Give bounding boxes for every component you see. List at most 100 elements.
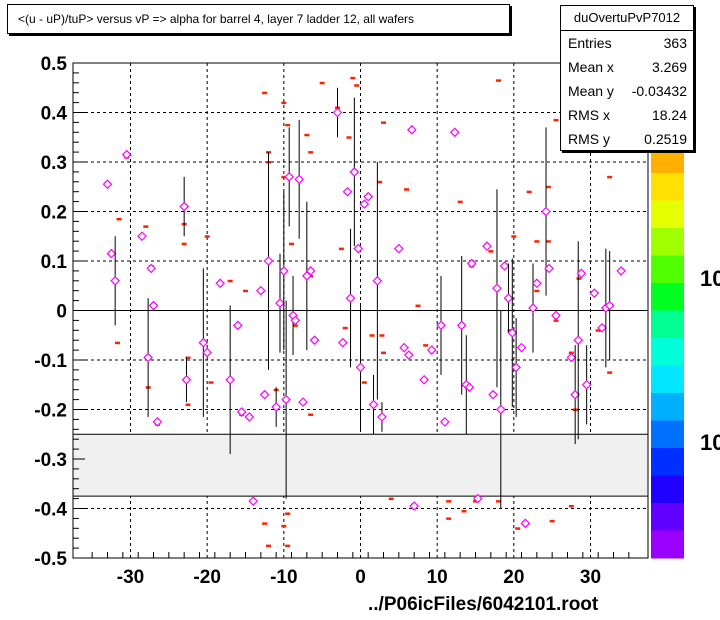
red-mark xyxy=(304,133,310,137)
red-mark xyxy=(446,500,452,503)
red-mark xyxy=(381,121,386,124)
red-mark xyxy=(473,500,478,503)
stat-row-mean-x: Mean x 3.269 xyxy=(561,55,693,79)
palette-swatch xyxy=(651,393,684,421)
data-point xyxy=(492,283,502,294)
data-point xyxy=(236,407,247,417)
red-mark xyxy=(346,136,352,139)
red-mark xyxy=(338,247,344,251)
red-mark xyxy=(515,527,521,530)
red-mark xyxy=(308,151,314,154)
data-point xyxy=(259,389,270,400)
red-mark xyxy=(404,188,409,191)
palette-swatch xyxy=(651,338,684,366)
data-point xyxy=(198,337,209,348)
red-mark xyxy=(281,101,287,105)
data-point xyxy=(248,496,259,506)
data-point xyxy=(215,278,226,289)
data-point xyxy=(342,186,353,197)
red-mark xyxy=(281,175,287,179)
data-point xyxy=(359,199,370,209)
red-mark xyxy=(285,544,291,548)
red-mark xyxy=(553,319,559,322)
data-point xyxy=(507,327,518,338)
stat-label: RMS y xyxy=(568,131,610,147)
stat-label: RMS x xyxy=(568,107,610,123)
data-point xyxy=(148,300,159,311)
footer-filename: ../P06icFiles/6042101.root xyxy=(368,594,599,615)
data-point xyxy=(531,278,542,289)
data-point xyxy=(377,412,387,422)
data-point xyxy=(573,335,584,346)
x-tick-label: 20 xyxy=(503,567,524,588)
data-point xyxy=(363,191,374,202)
red-mark xyxy=(526,190,532,194)
stats-box: duOvertuPvP7012 Entries 363 Mean x 3.269… xyxy=(560,5,694,151)
data-point xyxy=(152,417,163,427)
data-point xyxy=(604,300,615,311)
red-mark xyxy=(415,304,421,308)
data-point xyxy=(409,501,420,511)
data-point xyxy=(472,493,483,504)
stat-value: -0.03432 xyxy=(631,83,687,99)
y-tick-label: -0.1 xyxy=(34,351,67,372)
red-mark xyxy=(423,344,429,347)
red-mark xyxy=(208,381,214,384)
red-mark xyxy=(361,381,367,384)
red-mark xyxy=(319,81,325,85)
red-mark xyxy=(289,242,294,246)
stat-row-entries: Entries 363 xyxy=(561,31,693,55)
x-tick-label: 30 xyxy=(580,567,601,588)
data-point xyxy=(482,241,492,251)
data-point xyxy=(528,303,538,313)
red-mark xyxy=(379,334,385,337)
data-point xyxy=(294,174,305,185)
palette-swatch xyxy=(651,530,684,559)
palette-swatch xyxy=(651,365,684,394)
red-mark xyxy=(281,524,287,528)
red-mark xyxy=(388,497,394,501)
stat-label: Mean y xyxy=(568,83,614,99)
data-point xyxy=(372,275,383,286)
data-point xyxy=(589,288,600,299)
y-tick-label: 0 xyxy=(56,302,67,323)
data-point xyxy=(278,266,289,276)
data-point xyxy=(511,362,521,373)
red-mark xyxy=(308,413,314,416)
data-point xyxy=(284,172,295,182)
red-mark xyxy=(377,180,383,184)
red-mark xyxy=(181,242,187,246)
red-mark xyxy=(576,277,582,280)
data-point xyxy=(399,342,410,353)
x-tick-label: -30 xyxy=(117,567,144,588)
data-point xyxy=(349,167,360,177)
red-mark xyxy=(496,500,501,503)
data-point xyxy=(146,263,157,274)
data-point xyxy=(436,320,446,331)
data-point xyxy=(143,352,153,363)
red-mark xyxy=(292,324,298,327)
red-mark xyxy=(354,84,360,87)
stat-value: 18.24 xyxy=(651,107,687,123)
stat-value: 0.2519 xyxy=(644,131,687,147)
x-tick-label: -10 xyxy=(270,567,297,588)
stat-row-rms-y: RMS y 0.2519 xyxy=(561,127,693,151)
red-mark xyxy=(262,522,268,525)
y-tick-label: 0.3 xyxy=(41,153,67,174)
data-point xyxy=(503,293,514,303)
data-point xyxy=(353,243,364,254)
data-point xyxy=(393,243,404,254)
red-mark xyxy=(369,334,375,337)
data-point xyxy=(407,124,417,135)
data-point xyxy=(137,231,147,242)
palette-axis-label: 10 xyxy=(700,430,720,455)
red-mark xyxy=(227,279,233,283)
data-point xyxy=(181,374,192,385)
red-mark xyxy=(185,403,191,407)
palette-swatch xyxy=(651,475,684,504)
red-mark xyxy=(488,250,494,253)
y-tick-label: -0.4 xyxy=(34,500,67,521)
red-mark xyxy=(285,123,291,127)
stat-row-mean-y: Mean y -0.03432 xyxy=(561,79,693,103)
red-mark xyxy=(534,240,540,243)
